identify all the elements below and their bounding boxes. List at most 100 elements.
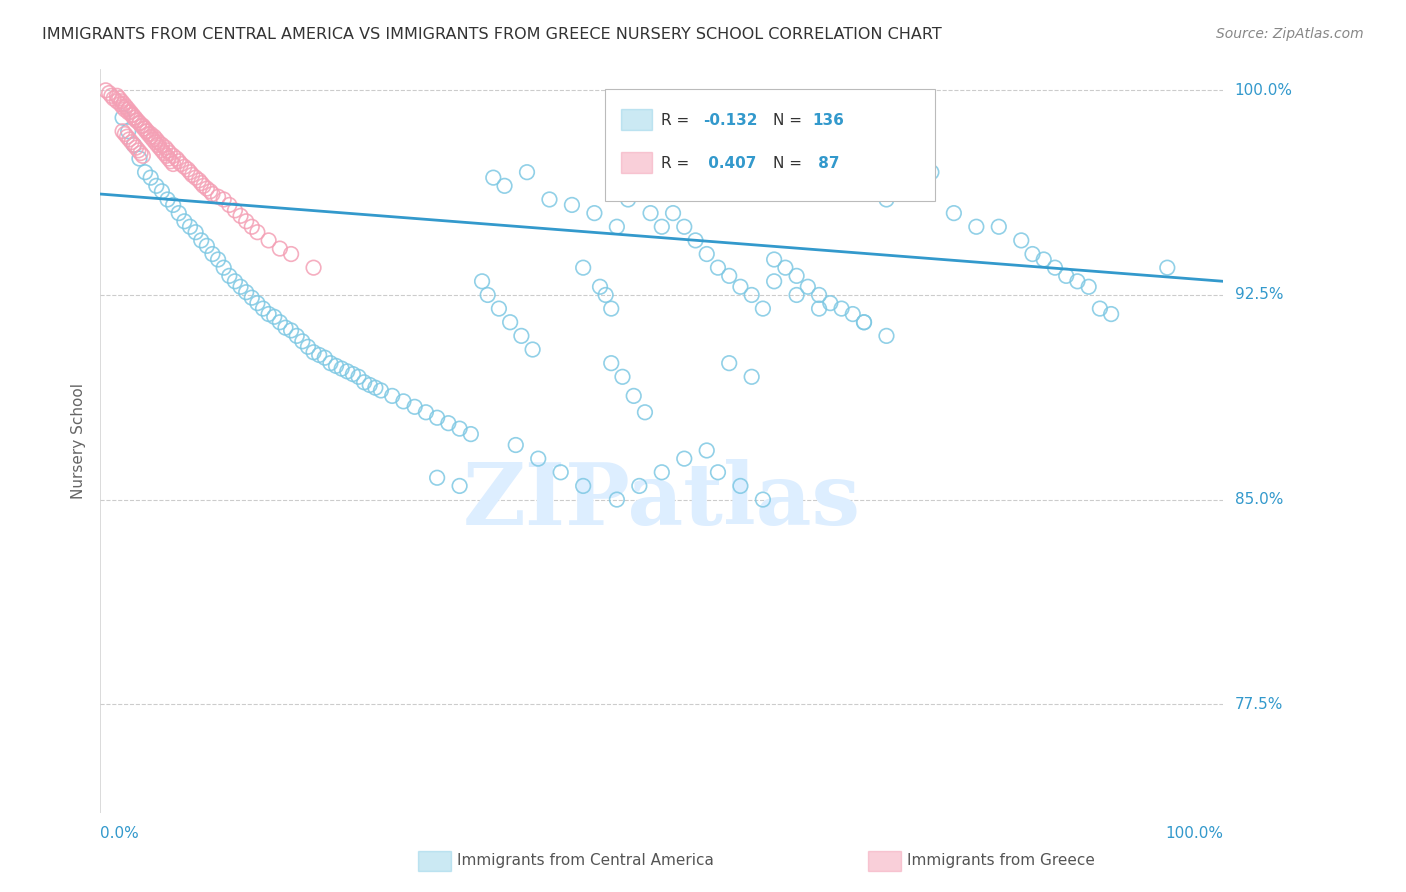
Point xyxy=(103,91,125,105)
Point xyxy=(157,152,180,166)
Point xyxy=(314,351,336,365)
Point xyxy=(117,105,139,120)
Point xyxy=(184,225,207,239)
Point xyxy=(134,165,156,179)
Point xyxy=(121,108,143,122)
Point xyxy=(987,219,1010,234)
Text: 85.0%: 85.0% xyxy=(1234,492,1282,507)
Point xyxy=(634,405,657,419)
Text: Source: ZipAtlas.com: Source: ZipAtlas.com xyxy=(1216,27,1364,41)
Point xyxy=(538,193,561,207)
Point xyxy=(136,124,159,138)
Point xyxy=(449,479,471,493)
Point xyxy=(274,320,297,334)
Point xyxy=(1088,301,1111,316)
Point xyxy=(142,132,165,146)
Point xyxy=(617,193,640,207)
Point xyxy=(364,381,387,395)
Point xyxy=(145,132,167,146)
Point xyxy=(167,206,190,220)
Point xyxy=(98,86,121,100)
Point xyxy=(179,165,201,179)
Point xyxy=(404,400,426,414)
Point xyxy=(188,173,211,187)
Point xyxy=(696,443,718,458)
Point xyxy=(449,422,471,436)
Point xyxy=(257,307,280,321)
Point xyxy=(114,103,136,117)
Point xyxy=(673,219,696,234)
Point xyxy=(135,124,157,138)
Text: 136: 136 xyxy=(813,113,845,128)
Point xyxy=(138,127,160,141)
Point xyxy=(118,132,141,146)
Point xyxy=(153,146,176,161)
Point xyxy=(159,146,181,161)
Point xyxy=(134,121,156,136)
Point xyxy=(707,260,730,275)
Point xyxy=(786,268,808,283)
Point xyxy=(1099,307,1122,321)
Point xyxy=(212,193,235,207)
Point xyxy=(269,242,291,256)
Point xyxy=(145,178,167,193)
Point xyxy=(741,369,763,384)
Text: Immigrants from Central America: Immigrants from Central America xyxy=(457,854,714,868)
Point xyxy=(1156,260,1178,275)
Point xyxy=(707,465,730,479)
Point xyxy=(752,301,775,316)
Point xyxy=(229,279,252,293)
Point xyxy=(246,296,269,310)
Point xyxy=(628,479,651,493)
Point xyxy=(662,206,685,220)
Point xyxy=(718,356,741,370)
Point xyxy=(218,198,240,212)
Point xyxy=(600,356,623,370)
Point xyxy=(128,116,150,130)
Point xyxy=(111,100,134,114)
Point xyxy=(195,239,218,253)
Point xyxy=(1077,279,1099,293)
Point xyxy=(291,334,314,349)
Point xyxy=(111,124,134,138)
Point xyxy=(235,214,257,228)
Point xyxy=(820,296,842,310)
Point xyxy=(842,307,865,321)
Point xyxy=(143,135,166,149)
Point xyxy=(125,141,148,155)
Point xyxy=(224,274,246,288)
Point xyxy=(808,301,831,316)
Point xyxy=(156,193,179,207)
Point xyxy=(628,178,651,193)
Point xyxy=(125,113,148,128)
Point xyxy=(100,88,122,103)
Point xyxy=(482,170,505,185)
Point xyxy=(381,389,404,403)
Point xyxy=(308,348,330,362)
Point xyxy=(200,184,222,198)
Point xyxy=(1043,260,1066,275)
Point xyxy=(127,144,149,158)
Point xyxy=(162,149,184,163)
Point xyxy=(741,288,763,302)
Point xyxy=(148,135,170,149)
Point xyxy=(353,376,375,390)
Point xyxy=(359,378,381,392)
Point xyxy=(319,356,342,370)
Point xyxy=(139,129,162,144)
Point xyxy=(115,129,138,144)
Point xyxy=(162,157,184,171)
Point xyxy=(942,206,965,220)
Point xyxy=(505,438,527,452)
Point xyxy=(257,234,280,248)
Point xyxy=(808,288,831,302)
Point xyxy=(246,225,269,239)
Point xyxy=(718,268,741,283)
Point xyxy=(853,315,876,329)
Point xyxy=(112,97,135,112)
Text: 0.0%: 0.0% xyxy=(100,826,139,841)
Point xyxy=(173,214,195,228)
Point xyxy=(179,219,201,234)
Text: N =: N = xyxy=(773,156,807,170)
Point xyxy=(623,389,645,403)
